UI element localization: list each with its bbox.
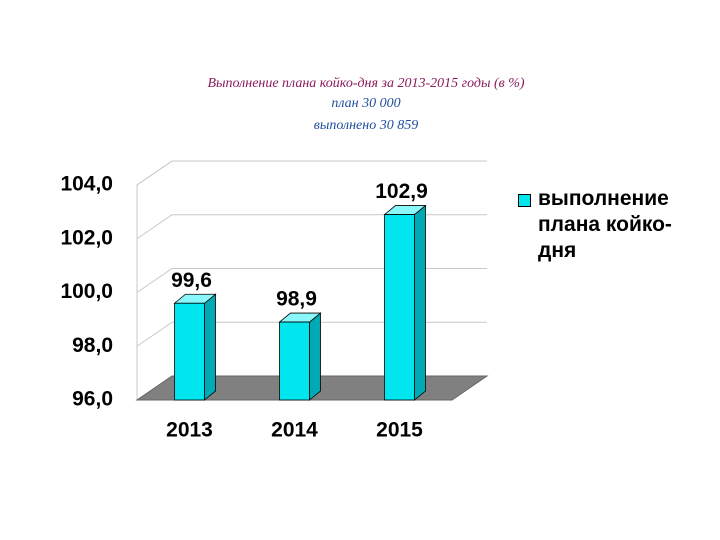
data-label: 99,6 — [171, 269, 212, 292]
legend-label: выполнение плана койко-дня — [538, 187, 672, 262]
bar — [384, 214, 415, 401]
grid-line — [136, 214, 487, 240]
legend-swatch — [518, 194, 531, 207]
y-tick-label: 98,0 — [72, 334, 113, 357]
bar-side — [309, 312, 321, 401]
bar-side — [204, 293, 216, 401]
grid-line — [136, 268, 487, 293]
bar-side — [414, 204, 426, 401]
grid-line — [136, 160, 487, 186]
chart-title: Выполнение плана койко-дня за 2013-2015 … — [207, 76, 524, 91]
x-tick-label: 2015 — [376, 419, 423, 442]
chart-subtitle: выполнено 30 859 — [314, 118, 418, 133]
data-label: 98,9 — [276, 288, 317, 311]
bar — [279, 321, 310, 401]
chart-subtitle: план 30 000 — [331, 96, 400, 111]
y-tick-label: 104,0 — [60, 173, 113, 196]
bar — [174, 302, 205, 401]
legend: выполнение плана койко-дня — [518, 186, 688, 264]
x-tick-label: 2014 — [271, 419, 318, 442]
y-tick-label: 102,0 — [60, 226, 113, 249]
grid-line — [136, 321, 487, 347]
x-tick-label: 2013 — [166, 419, 213, 442]
y-tick-label: 100,0 — [60, 280, 113, 303]
y-tick-label: 96,0 — [72, 388, 113, 411]
data-label: 102,9 — [375, 180, 428, 203]
